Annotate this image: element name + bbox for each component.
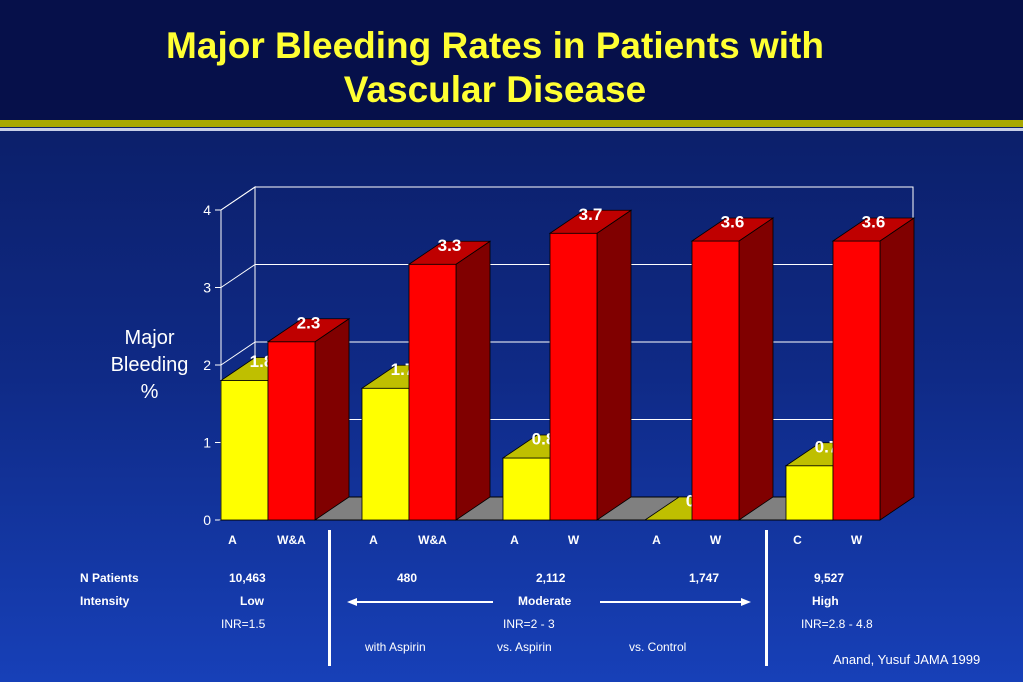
x-category-label: W xyxy=(710,533,722,547)
bar xyxy=(361,387,410,521)
bar-top xyxy=(407,240,492,265)
title-line-1: Major Bleeding Rates in Patients with xyxy=(166,25,824,66)
data-label: 1.7 xyxy=(391,360,415,379)
inr-high: INR=2.8 - 4.8 xyxy=(801,617,873,631)
bar-top xyxy=(548,209,633,234)
bar xyxy=(691,240,740,521)
divider-left xyxy=(328,530,331,666)
bar-side xyxy=(314,317,350,521)
data-label: 3.3 xyxy=(438,236,462,255)
x-category-label: W&A xyxy=(418,533,447,547)
x-category-label: A xyxy=(652,533,661,547)
title-line-2: Vascular Disease xyxy=(343,69,647,110)
comparison-2: vs. Aspirin xyxy=(497,640,552,654)
bar xyxy=(549,232,598,521)
bar-top xyxy=(266,318,351,343)
data-label: 0.7 xyxy=(815,437,839,456)
data-label: 3.6 xyxy=(862,213,886,232)
y-tick-label: 2 xyxy=(203,357,211,373)
x-category-label: W xyxy=(568,533,580,547)
bar-side xyxy=(738,217,774,521)
inr-moderate: INR=2 - 3 xyxy=(503,617,555,631)
y-tick-label: 0 xyxy=(203,512,211,528)
n-value-2: 480 xyxy=(397,571,418,585)
y-tick-label: 3 xyxy=(203,280,211,296)
x-category-label: A xyxy=(510,533,519,547)
data-label: 3.7 xyxy=(579,205,603,224)
bar xyxy=(267,341,316,521)
n-patients-label: N Patients xyxy=(80,571,139,585)
gridline-side xyxy=(220,264,256,288)
comparison-3: vs. Control xyxy=(629,640,687,654)
y-axis-label: Major Bleeding % xyxy=(92,325,207,406)
y-tick-label: 1 xyxy=(203,435,211,451)
moderate-range-arrows xyxy=(347,598,751,606)
x-category-label: W&A xyxy=(277,533,306,547)
bar xyxy=(832,240,881,521)
data-label: 2.3 xyxy=(297,313,321,332)
y-tick-label: 4 xyxy=(203,202,211,218)
x-category-label: W xyxy=(851,533,863,547)
bar-side xyxy=(596,209,632,521)
data-label: 0 xyxy=(686,492,695,511)
x-category-label: A xyxy=(228,533,237,547)
data-label: 0.8 xyxy=(532,430,556,449)
bar-top xyxy=(831,217,916,242)
y-axis-label-line-1: Major xyxy=(124,327,175,349)
bar xyxy=(502,457,551,521)
header-stripe-light xyxy=(0,128,1023,131)
n-value-4: 1,747 xyxy=(689,571,720,585)
intensity-label: Intensity xyxy=(80,594,130,608)
bar xyxy=(785,465,834,521)
bar-side xyxy=(455,240,491,521)
intensity-moderate: Moderate xyxy=(518,594,572,608)
bar xyxy=(220,380,269,521)
x-category-label: A xyxy=(369,533,378,547)
bar xyxy=(408,263,457,521)
y-axis-label-line-2: Bleeding xyxy=(110,354,189,376)
comparison-1: with Aspirin xyxy=(365,640,426,654)
intensity-low: Low xyxy=(240,594,264,608)
slide-title: Major Bleeding Rates in Patients with Va… xyxy=(0,24,990,112)
divider-right xyxy=(765,530,768,666)
data-label: 3.6 xyxy=(721,213,745,232)
citation: Anand, Yusuf JAMA 1999 xyxy=(833,652,981,667)
n-value-5: 9,527 xyxy=(814,571,845,585)
gridline-side xyxy=(220,341,256,366)
y-axis-label-line-3: % xyxy=(140,381,159,403)
bar-side xyxy=(879,217,915,521)
inr-low: INR=1.5 xyxy=(221,617,266,631)
data-label: 1.8 xyxy=(250,352,274,371)
n-value-3: 2,112 xyxy=(536,571,566,585)
gridline-side xyxy=(220,186,256,211)
bar-top xyxy=(690,217,775,242)
n-value-1: 10,463 xyxy=(229,571,266,585)
intensity-high: High xyxy=(812,594,839,608)
x-category-label: C xyxy=(793,533,802,547)
header-stripe-olive xyxy=(0,120,1023,127)
slide-header xyxy=(0,0,1023,124)
